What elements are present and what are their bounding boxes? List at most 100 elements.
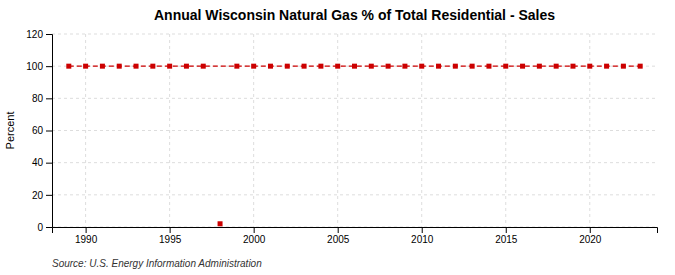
tick: 40 — [32, 157, 52, 168]
tick-label: 2020 — [579, 234, 602, 245]
point — [621, 64, 626, 69]
y-axis-title: Percent — [4, 112, 16, 150]
point — [520, 64, 525, 69]
tick: 120 — [26, 29, 52, 40]
tick-label: 100 — [26, 61, 43, 72]
tick-mark — [46, 227, 52, 228]
title: Annual Wisconsin Natural Gas % of Total … — [154, 7, 555, 23]
tick: 2015 — [495, 227, 518, 245]
point — [537, 64, 542, 69]
tick: 1990 — [75, 227, 98, 245]
grid-line — [85, 34, 86, 227]
point — [638, 64, 643, 69]
tick-label: 2000 — [243, 234, 266, 245]
point — [117, 64, 122, 69]
x-axis: 1990 1995 2000 2005 2010 2015 2020 — [53, 227, 658, 245]
point — [218, 221, 223, 226]
tick-mark — [422, 227, 423, 233]
point — [503, 64, 508, 69]
point — [83, 64, 88, 69]
marks — [66, 64, 642, 227]
grid-line — [589, 34, 590, 227]
tick: 2020 — [579, 227, 602, 245]
grid-line — [52, 162, 657, 163]
tick-label: 40 — [32, 157, 44, 168]
point — [184, 64, 189, 69]
tick-label: 20 — [32, 190, 44, 201]
tick-mark — [254, 227, 255, 233]
tick: 100 — [26, 61, 52, 72]
point — [436, 64, 441, 69]
tick-mark — [46, 195, 52, 196]
tick: 60 — [32, 125, 52, 136]
point — [453, 64, 458, 69]
tick-mark — [86, 227, 87, 233]
point — [167, 64, 172, 69]
point — [66, 64, 71, 69]
grid-line — [421, 34, 422, 227]
grid — [52, 34, 657, 227]
tick-mark — [46, 66, 52, 67]
tick-mark — [338, 227, 339, 233]
grid-line — [337, 34, 338, 227]
grid-line — [169, 34, 170, 227]
axis-line — [53, 228, 658, 234]
tick-label: 2005 — [327, 234, 350, 245]
point — [470, 64, 475, 69]
tick: 2005 — [327, 227, 350, 245]
chart: 1990 1995 2000 2005 2010 2015 2020 0 20 40 60 80 100… — [0, 0, 675, 275]
point — [369, 64, 374, 69]
grid-line — [52, 98, 657, 99]
tick: 2000 — [243, 227, 266, 245]
tick: 1995 — [159, 227, 182, 245]
point — [100, 64, 105, 69]
point — [234, 64, 239, 69]
tick-label: 1990 — [75, 234, 98, 245]
tick-mark — [170, 227, 171, 233]
axis-line — [46, 35, 53, 228]
tick: 0 — [37, 222, 52, 233]
point — [386, 64, 391, 69]
series — [66, 64, 642, 69]
grid-line — [52, 130, 657, 131]
point — [419, 64, 424, 69]
point — [587, 64, 592, 69]
point — [604, 64, 609, 69]
point — [134, 64, 139, 69]
point — [268, 64, 273, 69]
tick-label: 2010 — [411, 234, 434, 245]
tick-label: 2015 — [495, 234, 518, 245]
tick: 20 — [32, 190, 52, 201]
tick-label: 60 — [32, 125, 44, 136]
tick-mark — [46, 98, 52, 99]
point — [318, 64, 323, 69]
tick-mark — [46, 131, 52, 132]
tick-mark — [46, 163, 52, 164]
point — [150, 64, 155, 69]
tick: 80 — [32, 93, 52, 104]
plot: 1990 1995 2000 2005 2010 2015 2020 0 20 40 60 80 100… — [26, 29, 657, 245]
point — [285, 64, 290, 69]
tick-mark — [506, 227, 507, 233]
tick-label: 0 — [37, 222, 43, 233]
tick-label: 1995 — [159, 234, 182, 245]
grid-line — [253, 34, 254, 227]
point — [251, 64, 256, 69]
tick-mark — [590, 227, 591, 233]
point — [570, 64, 575, 69]
point — [302, 64, 307, 69]
grid-line — [52, 194, 657, 195]
grid-line — [505, 34, 506, 227]
point — [335, 64, 340, 69]
tick-mark — [46, 34, 52, 35]
tick: 2010 — [411, 227, 434, 245]
annotation: Source: U.S. Energy Information Administ… — [52, 258, 262, 269]
point — [554, 64, 559, 69]
point — [201, 64, 206, 69]
point — [402, 64, 407, 69]
grid-line — [52, 34, 657, 35]
point — [486, 64, 491, 69]
tick-label: 80 — [32, 93, 44, 104]
tick-label: 120 — [26, 29, 43, 40]
point — [352, 64, 357, 69]
